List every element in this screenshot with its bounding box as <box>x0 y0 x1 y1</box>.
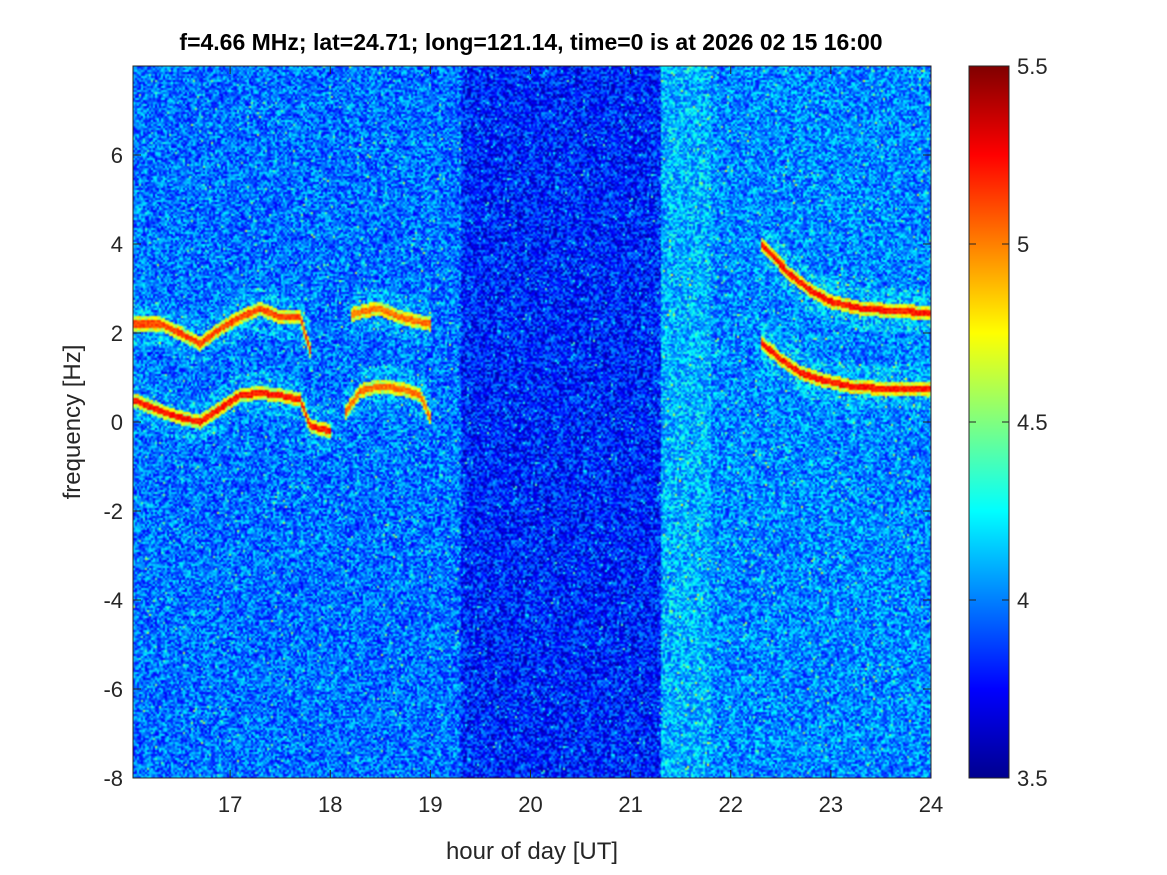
y-tick-label: -4 <box>103 588 123 613</box>
colorbar-tick-label: 5.5 <box>1017 54 1048 79</box>
colorbar-ticks: 3.5 4 4.5 5 5.5 <box>969 54 1048 791</box>
y-axis-label: frequency [Hz] <box>59 345 86 500</box>
colorbar-tick-label: 4.5 <box>1017 410 1048 435</box>
x-tick-label: 20 <box>518 792 542 817</box>
x-axis-label: hour of day [UT] <box>446 838 618 865</box>
colorbar-tick-label: 3.5 <box>1017 766 1048 791</box>
y-tick-label: 6 <box>111 143 123 168</box>
x-tick-label: 24 <box>919 792 943 817</box>
x-tick-label: 18 <box>318 792 342 817</box>
colorbar-tick-label: 5 <box>1017 232 1029 257</box>
y-tick-label: -2 <box>103 499 123 524</box>
y-tick-label: -6 <box>103 677 123 702</box>
x-tick-label: 22 <box>719 792 743 817</box>
colorbar: 3.5 4 4.5 5 5.5 <box>968 54 1048 791</box>
y-tick-label: 2 <box>111 321 123 346</box>
x-tick-label: 19 <box>418 792 442 817</box>
x-tick-label: 17 <box>218 792 242 817</box>
heatmap-image <box>133 66 931 778</box>
colorbar-tick-label: 4 <box>1017 588 1029 613</box>
y-axis-ticks: -8 -6 -4 -2 0 2 4 6 <box>103 143 931 791</box>
y-tick-label: -8 <box>103 766 123 791</box>
y-tick-label: 0 <box>111 410 123 435</box>
plot-area <box>132 65 932 779</box>
chart-title: f=4.66 MHz; lat=24.71; long=121.14, time… <box>179 29 882 55</box>
x-tick-label: 23 <box>819 792 843 817</box>
y-tick-label: 4 <box>111 232 123 257</box>
x-axis-ticks: 17 18 19 20 21 22 23 24 <box>218 66 943 817</box>
x-tick-label: 21 <box>618 792 642 817</box>
